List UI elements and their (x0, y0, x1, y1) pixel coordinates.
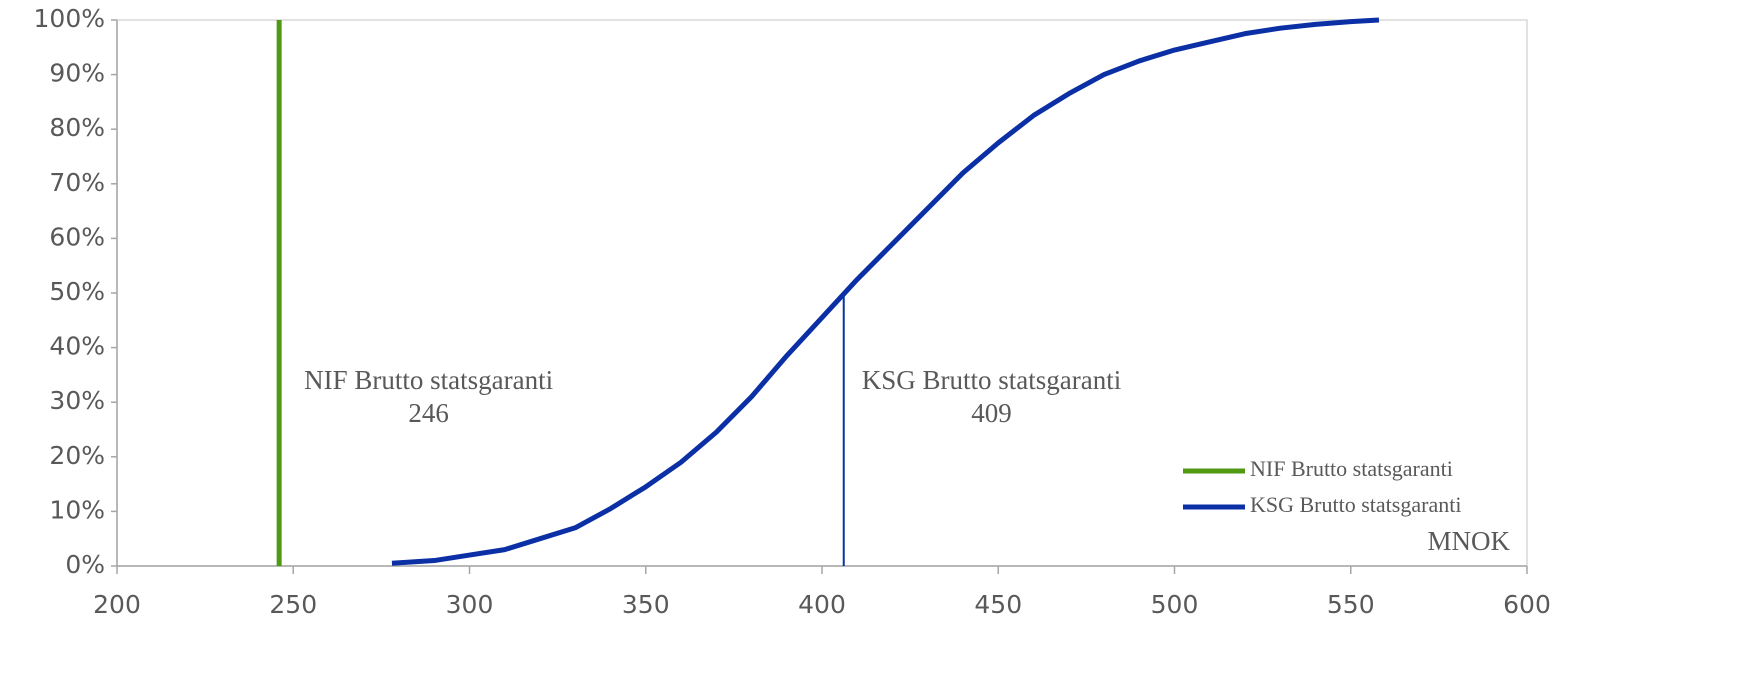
annotation-text: NIF Brutto statsgaranti (304, 365, 553, 395)
plot-frame (116, 19, 1528, 567)
legend-label: NIF Brutto statsgaranti (1250, 456, 1453, 481)
x-tick-label: 200 (93, 590, 141, 619)
y-tick-label: 30% (49, 386, 105, 415)
x-axis-label: MNOK (1427, 526, 1510, 556)
x-tick-label: 500 (1151, 590, 1199, 619)
annotation-text: KSG Brutto statsgaranti (862, 365, 1121, 395)
y-tick-label: 50% (49, 277, 105, 306)
x-tick-label: 450 (974, 590, 1022, 619)
y-tick-label: 10% (49, 495, 105, 524)
x-tick-label: 550 (1327, 590, 1375, 619)
annotation-value: 246 (408, 398, 449, 428)
y-tick-label: 70% (49, 168, 105, 197)
x-tick-label: 400 (798, 590, 846, 619)
x-tick-label: 250 (269, 590, 317, 619)
y-tick-label: 20% (49, 441, 105, 470)
legend-label: KSG Brutto statsgaranti (1250, 492, 1461, 517)
y-tick-label: 90% (49, 59, 105, 88)
x-tick-label: 300 (446, 590, 494, 619)
annotation-value: 409 (971, 398, 1012, 428)
y-tick-label: 80% (49, 113, 105, 142)
y-tick-label: 60% (49, 222, 105, 251)
x-tick-label: 600 (1503, 590, 1551, 619)
x-tick-label: 350 (622, 590, 670, 619)
y-tick-label: 0% (65, 550, 105, 579)
y-tick-label: 100% (34, 4, 105, 33)
series-line (391, 17, 1380, 566)
y-tick-label: 40% (49, 332, 105, 361)
